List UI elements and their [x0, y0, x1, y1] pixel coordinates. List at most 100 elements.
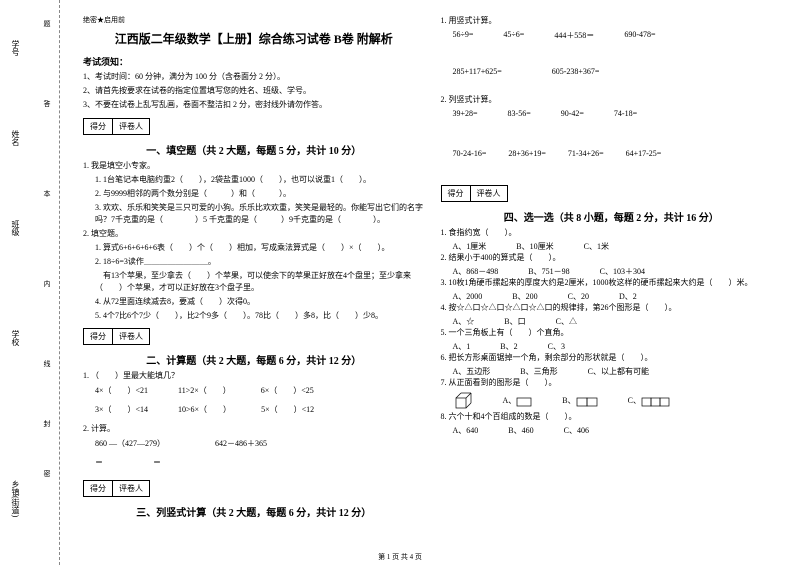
sec2-title: 二、计算题（共 2 大题，每题 6 分，共计 12 分）: [83, 352, 425, 367]
opt: B、751－98: [528, 266, 569, 277]
item: 860 —（427—279）: [95, 438, 165, 449]
item: 642－486＋365: [215, 438, 267, 449]
item: ＝: [95, 457, 103, 468]
sec1-title: 一、填空题（共 2 大题，每题 5 分，共计 10 分）: [83, 142, 425, 157]
score-label: 得分: [84, 119, 113, 134]
cube-icon: [453, 391, 473, 411]
q: 4. 从72里面连续减去8，要减（ ）次得0。: [83, 296, 425, 308]
opts-shapes: A、 B、 C、: [453, 391, 783, 411]
score-label: 得分: [84, 329, 113, 344]
opt: A、640: [453, 425, 479, 436]
q: 3. 10枚1角硬币摞起来的厚度大约是2厘米，1000枚这样的硬币摞起来大约是（…: [441, 277, 783, 289]
confidential: 绝密★启用前: [83, 15, 425, 25]
opt: B、2: [500, 341, 517, 352]
opt: A、2000: [453, 291, 483, 302]
score-box: 得分 评卷人: [83, 118, 150, 135]
opt-label: B、: [562, 396, 575, 405]
page-footer: 第 1 页 共 4 页: [0, 552, 800, 562]
opt: C、△: [556, 316, 577, 327]
score-box: 得分 评卷人: [441, 185, 508, 202]
opts: A、1厘米 B、10厘米 C、1米: [453, 241, 783, 252]
label-town: 乡镇(街道): [10, 480, 21, 517]
opt: C、20: [568, 291, 589, 302]
vtext: 内: [42, 280, 52, 290]
q: 3. 欢欢、乐乐和笑笑是三只可爱的小狗。乐乐比欢欢重，笑笑是最轻的。你能写出它们…: [83, 202, 425, 226]
item: 11>2×（ ）: [178, 385, 231, 396]
opts: A、☆ B、口 C、△: [453, 316, 783, 327]
item: 690-478=: [624, 30, 655, 41]
notice: 1、考试时间：60 分钟，满分为 100 分（含卷面分 2 分）。: [83, 71, 425, 82]
opt: B、200: [512, 291, 537, 302]
item: 64+17-25=: [626, 149, 662, 158]
item: 56÷9=: [453, 30, 474, 41]
opt: B、10厘米: [516, 241, 553, 252]
opt: B、460: [508, 425, 533, 436]
grader-label: 评卷人: [471, 186, 507, 201]
q: 1. 食指约宽（ ）。: [441, 227, 783, 239]
left-column: 绝密★启用前 江西版二年级数学【上册】综合练习试卷 B卷 附解析 考试须知： 1…: [75, 15, 433, 560]
q: 5. 4个7比6个7少（ ），比2个9多（ ）。78比（ ）多8，比（ ）少8。: [83, 310, 425, 322]
q: 8. 六个十和4个百组成的数是（ ）。: [441, 411, 783, 423]
vtext: 本: [42, 190, 52, 200]
vtext: 题: [42, 20, 52, 30]
q: 2. 填空题。: [83, 228, 425, 240]
q: 7. 从正面看到的图形是（ ）。: [441, 377, 783, 389]
label-id: 学号: [10, 40, 21, 56]
q: 6. 把长方形桌面锯掉一个角，剩余部分的形状就是（ ）。: [441, 352, 783, 364]
opt: C、103＋304: [600, 266, 645, 277]
item: 45÷6=: [503, 30, 524, 41]
q: 1. 用竖式计算。: [441, 15, 783, 27]
calc-row: 56÷9= 45÷6= 444＋558＝ 690-478=: [453, 30, 783, 41]
item: 444＋558＝: [554, 30, 594, 41]
item: 6×（ ）<25: [261, 385, 314, 396]
notice: 3、不要在试卷上乱写乱画，卷面不整洁扣 2 分，密封线外请勿作答。: [83, 99, 425, 110]
vtext: 线: [42, 360, 52, 370]
opt: B、三角形: [520, 366, 557, 377]
calc-row: 860 —（427—279） 642－486＋365: [95, 438, 425, 449]
calc-row: 285+117+625= 605-238+367=: [453, 67, 783, 76]
opt: A、☆: [453, 316, 475, 327]
sec3-title: 三、列竖式计算（共 2 大题，每题 6 分，共计 12 分）: [83, 504, 425, 519]
opt-label: A、: [503, 396, 517, 405]
item: 3×（ ）<14: [95, 404, 148, 415]
vtext: 密: [42, 470, 52, 480]
grader-label: 评卷人: [113, 119, 149, 134]
opt: C、406: [564, 425, 589, 436]
q: 2. 结果小于400的算式是（ ）。: [441, 252, 783, 264]
content-area: 绝密★启用前 江西版二年级数学【上册】综合练习试卷 B卷 附解析 考试须知： 1…: [60, 0, 800, 565]
q: 4. 按☆△口☆△口☆△口☆△口的规律排，第26个图形是（ ）。: [441, 302, 783, 314]
item: 5×（ ）<12: [261, 404, 314, 415]
opts: A、2000 B、200 C、20 D、2: [453, 291, 783, 302]
item: 4×（ ）<21: [95, 385, 148, 396]
opt: A、1厘米: [453, 241, 487, 252]
item: 605-238+367=: [552, 67, 600, 76]
label-school: 学校: [10, 330, 21, 346]
label-name: 姓名: [10, 130, 21, 146]
grader-label: 评卷人: [113, 329, 149, 344]
item: 71-34+26=: [568, 149, 604, 158]
opts: A、640 B、460 C、406: [453, 425, 783, 436]
opt: B、口: [504, 316, 525, 327]
q: 5. 一个三角板上有（ ）个直角。: [441, 327, 783, 339]
calc-row: 3×（ ）<14 10>6×（ ） 5×（ ）<12: [95, 404, 425, 415]
item: 70-24-16=: [453, 149, 487, 158]
opt: C、: [628, 395, 671, 406]
label-class: 班级: [10, 220, 21, 236]
item: 90-42=: [561, 109, 584, 118]
q: 有13个苹果，至少拿去（ ）个苹果，可以使余下的苹果正好放在4个盘里；至少拿来（…: [83, 270, 425, 294]
q: 2. 18÷6=3读作＿＿＿＿＿＿＿＿。: [83, 256, 425, 268]
item: 83-56=: [508, 109, 531, 118]
q: 2. 与9999相邻的两个数分别是（ ）和（ ）。: [83, 188, 425, 200]
calc-row: 70-24-16= 28+36+19= 71-34+26= 64+17-25=: [453, 149, 783, 158]
calc-row: 39+28= 83-56= 90-42= 74-18=: [453, 109, 783, 118]
score-label: 得分: [84, 481, 113, 496]
item: ＝: [153, 457, 161, 468]
opt: C、3: [548, 341, 565, 352]
notice-title: 考试须知：: [83, 55, 425, 68]
vtext: 封: [42, 420, 52, 430]
exam-title: 江西版二年级数学【上册】综合练习试卷 B卷 附解析: [83, 30, 425, 47]
q: 1. （ ）里最大能填几？: [83, 370, 425, 382]
opt: B、: [562, 395, 597, 406]
notice: 2、请首先按要求在试卷的指定位置填写您的姓名、班级、学号。: [83, 85, 425, 96]
score-box: 得分 评卷人: [83, 328, 150, 345]
